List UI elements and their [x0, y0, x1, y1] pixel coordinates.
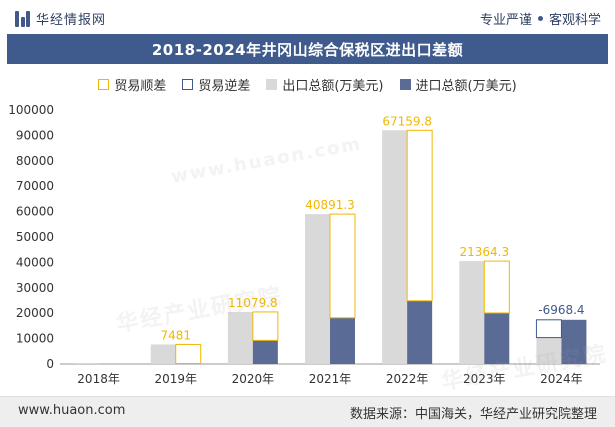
x-tick-label: 2018年 — [77, 372, 120, 386]
surplus-bar — [175, 343, 202, 364]
legend-label-export: 出口总额(万美元) — [282, 78, 384, 94]
legend-item-export: 出口总额(万美元) — [266, 75, 384, 94]
legend-swatch-deficit — [182, 78, 194, 90]
legend-label-surplus: 贸易顺差 — [114, 78, 167, 94]
tagline-left: 专业严谨 — [479, 13, 532, 28]
surplus-data-label: 7481 — [160, 328, 191, 342]
legend-label-import: 进口总额(万美元) — [415, 78, 517, 94]
brand-name: 华经情报网 — [36, 13, 107, 28]
export-bar — [227, 311, 253, 364]
x-tick-label: 2024年 — [540, 372, 583, 386]
export-bar — [73, 362, 99, 364]
legend-swatch-surplus — [98, 78, 110, 90]
legend-item-deficit: 贸易逆差 — [182, 75, 250, 94]
x-tick-label: 2023年 — [463, 372, 506, 386]
surplus-data-label: 40891.3 — [305, 198, 355, 212]
legend-item-import: 进口总额(万美元) — [399, 75, 517, 94]
footer: www.huaon.com 数据来源：中国海关，华经产业研究院整理 — [0, 396, 615, 427]
surplus-data-label: 67159.8 — [382, 114, 432, 128]
x-tick-label: 2020年 — [232, 372, 275, 386]
import-bar — [561, 319, 587, 364]
y-tick-label: 10000 — [16, 332, 54, 346]
y-tick-label: 20000 — [16, 306, 54, 320]
y-tick-label: 30000 — [16, 281, 54, 295]
tagline-right: 客观科学 — [548, 13, 601, 28]
y-tick-label: 60000 — [16, 205, 54, 219]
surplus-bar — [252, 311, 279, 341]
y-tick-label: 80000 — [16, 154, 54, 168]
deficit-data-label: -6968.4 — [538, 303, 584, 317]
surplus-data-label: 11079.8 — [228, 296, 278, 310]
export-bar — [382, 130, 408, 364]
legend-item-surplus: 贸易顺差 — [98, 75, 166, 94]
export-bar — [536, 337, 562, 364]
x-tick-label: 2019年 — [154, 372, 197, 386]
footer-website: www.huaon.com — [18, 403, 126, 418]
import-bar — [252, 340, 278, 364]
legend-swatch-export — [266, 78, 278, 90]
surplus-data-label: 21364.3 — [459, 245, 509, 259]
import-bar — [407, 300, 433, 364]
x-tick-label: 2022年 — [386, 372, 429, 386]
brand: 华经情报网 — [14, 9, 106, 28]
tagline: 专业严谨 客观科学 — [480, 9, 601, 28]
chart-legend: 贸易顺差 贸易逆差 出口总额(万美元) 进口总额(万美元) — [0, 72, 615, 96]
import-bar — [330, 317, 355, 364]
export-bar — [150, 344, 176, 364]
export-bar — [305, 214, 330, 364]
surplus-bar — [329, 213, 356, 319]
surplus-bar — [406, 129, 433, 302]
y-tick-label: 70000 — [16, 179, 54, 193]
legend-label-deficit: 贸易逆差 — [198, 78, 251, 94]
y-tick-label: 100000 — [8, 103, 54, 117]
footer-source: 数据来源：中国海关，华经产业研究院整理 — [349, 407, 597, 422]
brand-logo-icon — [14, 10, 30, 27]
dot-separator-icon — [537, 16, 543, 21]
deficit-bar — [535, 319, 562, 339]
import-bar — [484, 312, 510, 364]
y-tick-label: 90000 — [16, 128, 54, 142]
x-tick-label: 2021年 — [309, 372, 352, 386]
export-bar — [459, 261, 485, 364]
y-tick-label: 50000 — [16, 230, 54, 244]
top-bar: 华经情报网 专业严谨 客观科学 — [0, 0, 615, 34]
chart-title: 2018-2024年井冈山综合保税区进出口差额 — [7, 34, 608, 64]
y-tick-label: 0 — [46, 357, 54, 371]
y-tick-label: 40000 — [16, 255, 54, 269]
surplus-bar — [483, 260, 510, 314]
legend-swatch-import — [399, 78, 411, 90]
